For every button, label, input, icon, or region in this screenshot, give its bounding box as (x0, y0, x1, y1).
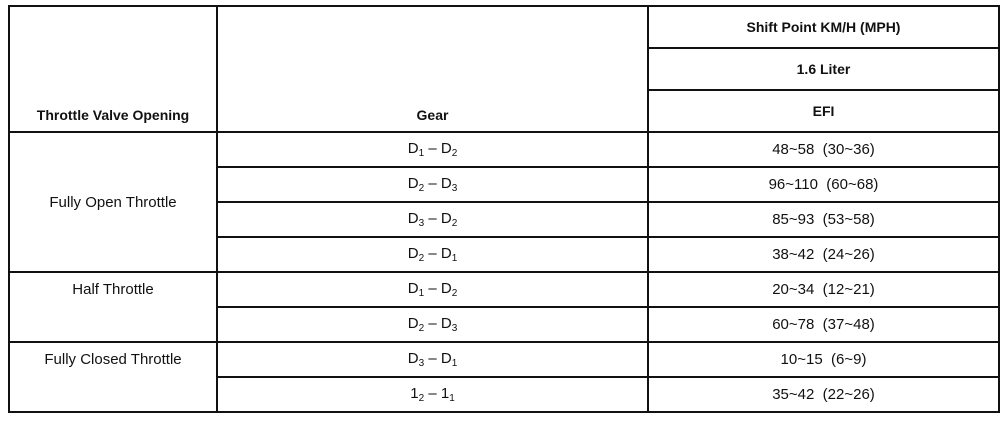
gear-from: D (407, 350, 419, 367)
gear-from: 1 (410, 385, 419, 402)
gear-cell: D2 – D3 (216, 166, 649, 203)
gear-to-sub: 1 (449, 393, 455, 404)
throttle-cell: Fully Open Throttle (8, 131, 218, 273)
throttle-cell: Fully Closed Throttle (8, 341, 218, 413)
gear-to-sub: 2 (451, 288, 458, 299)
shift-point-table: Throttle Valve Opening Gear Shift Point … (8, 5, 1000, 413)
shift-point-cell: 38~42 (24~26) (647, 236, 1000, 273)
header-shift-point: Shift Point KM/H (MPH) (647, 5, 1000, 49)
gear-cell: D3 – D1 (216, 341, 649, 378)
shift-point-cell: 96~110 (60~68) (647, 166, 1000, 203)
table-row: D2 – D3 96~110 (60~68) (9, 166, 1000, 203)
table-row: 12 – 11 35~42 (22~26) (9, 376, 1000, 413)
table-row: D3 – D2 85~93 (53~58) (9, 201, 1000, 238)
gear-cell: D2 – D3 (216, 306, 649, 343)
gear-from-sub: 1 (418, 148, 425, 159)
table-row: Fully Open Throttle D1 – D2 48~58 (30~36) (8, 131, 1000, 273)
gear-from-sub: 2 (418, 253, 425, 264)
gear-from: D (407, 140, 419, 157)
table-row: D2 – D3 60~78 (37~48) (9, 306, 1000, 343)
header-throttle: Throttle Valve Opening (8, 5, 218, 133)
gear-cell: 12 – 11 (216, 376, 649, 413)
gear-from-sub: 1 (418, 288, 425, 299)
gear-to-sub: 2 (451, 148, 458, 159)
gear-cell: D3 – D2 (216, 201, 649, 238)
gear-to-sub: 3 (451, 183, 458, 194)
gear-from: D (407, 315, 419, 332)
gear-from: D (407, 175, 419, 192)
shift-point-cell: 60~78 (37~48) (647, 306, 1000, 343)
gear-from-sub: 3 (418, 218, 425, 229)
shift-point-cell: 10~15 (6~9) (647, 341, 1000, 378)
shift-point-cell: 85~93 (53~58) (647, 201, 1000, 238)
gear-to: D (440, 175, 452, 192)
table-row: Half Throttle D1 – D2 20~34 (12~21) (8, 271, 1000, 343)
gear-to: D (440, 280, 452, 297)
gear-to: D (440, 245, 452, 262)
gear-from-sub: 2 (418, 183, 425, 194)
gear-from: D (407, 210, 419, 227)
gear-cell: D2 – D1 (216, 236, 649, 273)
header-gear: Gear (216, 5, 649, 133)
gear-to: D (440, 210, 452, 227)
gear-from-sub: 2 (418, 323, 425, 334)
gear-to: 1 (440, 385, 450, 402)
gear-from: D (407, 245, 419, 262)
table-row: Fully Closed Throttle D3 – D1 10~15 (6~9) (8, 341, 1000, 413)
gear-to-sub: 1 (451, 253, 458, 264)
throttle-cell: Half Throttle (8, 271, 218, 343)
gear-cell: D1 – D2 (216, 131, 649, 168)
gear-to: D (440, 350, 452, 367)
gear-to-sub: 1 (451, 358, 458, 369)
shift-point-cell: 20~34 (12~21) (647, 271, 1000, 308)
gear-to: D (440, 140, 452, 157)
gear-from: D (407, 280, 419, 297)
gear-to-sub: 3 (451, 323, 458, 334)
table-row: D2 – D1 38~42 (24~26) (9, 236, 1000, 273)
shift-point-cell: 48~58 (30~36) (647, 131, 1000, 168)
header-system: EFI (647, 89, 1000, 133)
gear-from-sub: 2 (418, 393, 425, 404)
gear-from-sub: 3 (418, 358, 425, 369)
gear-to-sub: 2 (451, 218, 458, 229)
gear-to: D (440, 315, 452, 332)
gear-cell: D1 – D2 (216, 271, 649, 308)
header-engine: 1.6 Liter (647, 47, 1000, 91)
shift-point-cell: 35~42 (22~26) (647, 376, 1000, 413)
